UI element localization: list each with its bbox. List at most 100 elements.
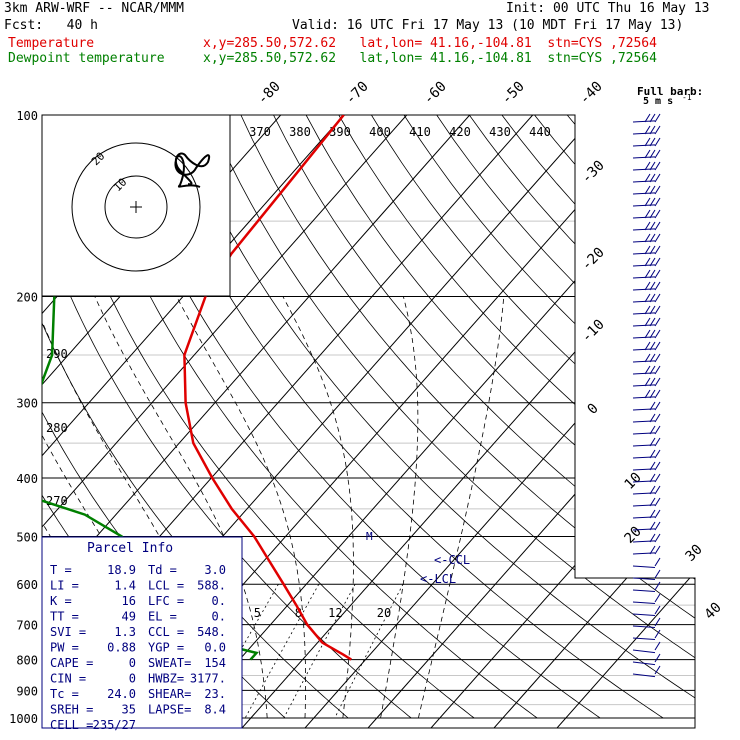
- pressure-label-900: 900: [16, 684, 38, 698]
- dry-adiabat: [42, 115, 412, 719]
- wind-barb: [632, 257, 661, 267]
- wind-barb: [632, 305, 661, 315]
- pressure-label-1000: 1000: [9, 712, 38, 726]
- wind-barb: [632, 281, 661, 291]
- model-title: 3km ARW-WRF -- NCAR/MMM: [4, 1, 185, 16]
- dry-adiabat: [273, 115, 695, 719]
- lcl-marker: <-LCL: [420, 572, 456, 586]
- mixing-ratio-label: 20: [377, 606, 391, 620]
- parcel-key: LAPSE=: [148, 703, 191, 717]
- parcel-key: HWBZ=: [148, 672, 184, 686]
- wind-barb: [632, 521, 661, 531]
- parcel-key: CAPE =: [50, 656, 93, 670]
- isotherm-label: 30: [683, 542, 706, 565]
- dewpoint-legend: Dewpoint temperature: [8, 51, 165, 66]
- barb-key-value: 5 m s: [643, 96, 673, 107]
- isotherm: [556, 115, 695, 728]
- parcel-key: PW =: [50, 641, 79, 655]
- parcel-value: 0: [129, 656, 136, 670]
- hodograph-ring-10: [104, 175, 168, 239]
- parcel-key: SWEAT=: [148, 656, 191, 670]
- pressure-label-400: 400: [16, 472, 38, 486]
- parcel-key: K =: [50, 594, 72, 608]
- wind-barb: [632, 401, 661, 411]
- parcel-key: TT =: [50, 610, 79, 624]
- valid-time: Valid: 16 UTC Fri 17 May 13 (10 MDT Fri …: [292, 18, 684, 33]
- isotherm-label: -40: [577, 79, 606, 108]
- barb-key-title: Full barb:: [637, 85, 703, 98]
- parcel-key: LI =: [50, 579, 79, 593]
- wind-barb: [632, 641, 661, 654]
- wind-barb: [632, 509, 661, 519]
- dry-adiabat: [142, 115, 664, 719]
- wind-barb: [632, 245, 661, 255]
- dry-adiabat: [599, 115, 695, 719]
- moist-adiabat: [176, 296, 306, 718]
- init-time: Init: 00 UTC Thu 16 May 13: [506, 1, 710, 16]
- wind-barb: [632, 545, 661, 555]
- pressure-label-600: 600: [16, 578, 38, 592]
- parcel-value: 1.3: [114, 625, 136, 639]
- wind-barb: [632, 209, 661, 219]
- wind-barb: [632, 461, 661, 471]
- parcel-value: 24.0: [107, 687, 136, 701]
- barb-key-exponent: -1: [682, 93, 692, 102]
- wind-barb: [632, 365, 661, 375]
- isotherm-label: 20: [622, 524, 645, 547]
- pressure-label-700: 700: [16, 619, 38, 633]
- dry-adiabat: [109, 115, 601, 719]
- isotherm: [304, 115, 695, 728]
- dry-adiabat: [698, 115, 740, 718]
- wind-barb: [632, 557, 661, 569]
- dry-adiabat-label: 380: [289, 125, 311, 139]
- dry-adiabat: [730, 115, 740, 718]
- parcel-key: CIN =: [50, 672, 86, 686]
- wind-barb: [632, 149, 661, 159]
- parcel-value: 16: [122, 594, 136, 608]
- parcel-key: CELL =: [50, 718, 93, 732]
- pressure-label-500: 500: [16, 530, 38, 544]
- dry-adiabat: [664, 115, 695, 719]
- wind-barb: [632, 533, 661, 543]
- wind-barb: [632, 653, 661, 666]
- mixing-ratio-line: [334, 584, 404, 719]
- mixing-ratio-label: 12: [328, 606, 342, 620]
- parcel-value: 0.: [212, 594, 226, 608]
- wind-barb: [632, 593, 661, 605]
- theta-e-label: 280: [46, 421, 68, 435]
- parcel-key: SHEAR=: [148, 687, 191, 701]
- wind-barb: [632, 413, 661, 423]
- wind-barb: [632, 377, 661, 387]
- parcel-key: SVI =: [50, 625, 86, 639]
- parcel-value: 18.9: [107, 563, 136, 577]
- parcel-value: 3177.: [190, 672, 226, 686]
- wind-barb: [632, 113, 661, 123]
- pressure-label-300: 300: [16, 397, 38, 411]
- wind-barb: [632, 185, 661, 195]
- moist-adiabat: [418, 296, 505, 719]
- parcel-value: 235/27: [93, 718, 136, 732]
- theta-e-label: 290: [46, 347, 68, 361]
- temperature-location: x,y=285.50,572.62 lat,lon= 41.16,-104.81…: [203, 36, 657, 51]
- dry-adiabat: [175, 115, 695, 719]
- wind-barb: [632, 293, 661, 303]
- dewpoint-location: x,y=285.50,572.62 lat,lon= 41.16,-104.81…: [203, 51, 657, 66]
- parcel-key: T =: [50, 563, 72, 577]
- dry-adiabat-label: 430: [489, 125, 511, 139]
- isotherm: [42, 115, 408, 728]
- wind-barb: [632, 317, 661, 327]
- wind-barb: [632, 137, 661, 147]
- mixing-ratio-label: 8: [295, 606, 302, 620]
- ccl-marker: <-CCL: [434, 553, 470, 567]
- dry-adiabat: [371, 115, 695, 719]
- wind-barb: [632, 665, 661, 678]
- wind-barb: [632, 221, 661, 231]
- dry-adiabat: [468, 115, 695, 719]
- wind-barb: [632, 629, 661, 641]
- isotherm-label: -10: [579, 317, 608, 346]
- parcel-key: LCL =: [148, 579, 184, 593]
- wind-barb: [632, 161, 661, 171]
- wind-barb: [632, 173, 661, 183]
- parcel-value: 49: [122, 610, 136, 624]
